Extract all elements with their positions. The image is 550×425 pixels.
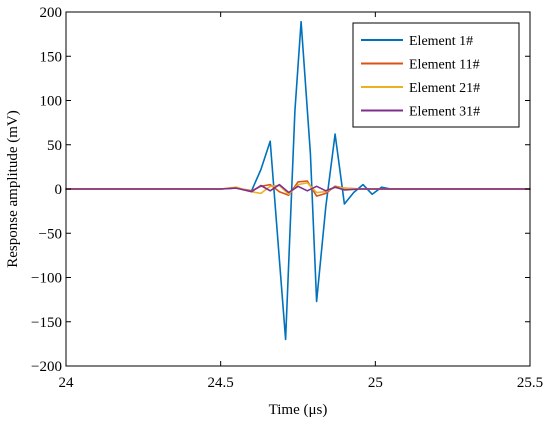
legend-label: Element 11# xyxy=(409,58,480,73)
y-axis-title: Response amplitude (mV) xyxy=(5,110,21,267)
x-axis-title: Time (μs) xyxy=(269,402,328,418)
y-tick-label: 200 xyxy=(40,5,63,21)
y-tick-label: −200 xyxy=(31,359,62,375)
y-tick-label: −100 xyxy=(31,271,62,287)
legend-label: Element 1# xyxy=(409,34,473,49)
axis-ticks: 24 24.5 25 25.5 −200 −150 −100 −50 0 50 100 150 200 xyxy=(31,5,543,391)
legend-label: Element 21# xyxy=(409,81,480,96)
series-layer xyxy=(65,20,531,341)
y-tick-label: −50 xyxy=(39,226,62,242)
x-tick-label: 25.5 xyxy=(517,375,543,391)
series-line-1 xyxy=(65,20,531,341)
series-line-4 xyxy=(65,183,531,194)
y-tick-label: 100 xyxy=(40,94,63,110)
y-tick-label: 50 xyxy=(47,138,62,154)
y-tick-label: 0 xyxy=(55,182,63,198)
y-tick-label: 150 xyxy=(40,49,63,65)
legend-label: Element 31# xyxy=(409,105,480,120)
x-tick-label: 24 xyxy=(59,375,75,391)
x-tick-label: 24.5 xyxy=(208,375,234,391)
legend: Element 1# Element 11# Element 21# Element … xyxy=(352,22,520,128)
y-tick-label: −150 xyxy=(31,315,62,331)
x-tick-label: 25 xyxy=(368,375,383,391)
